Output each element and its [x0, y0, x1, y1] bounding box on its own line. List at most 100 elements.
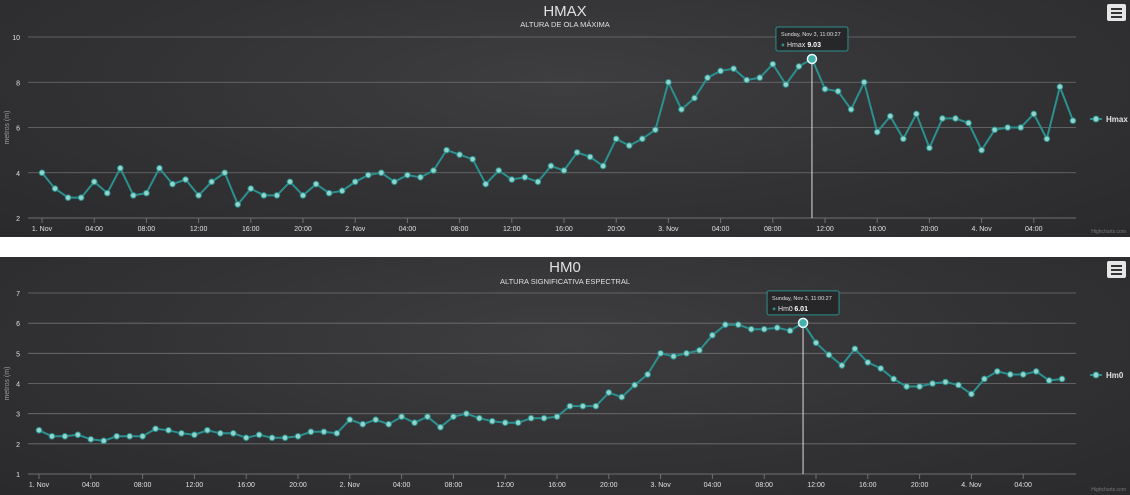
- data-point[interactable]: [877, 365, 885, 372]
- data-point[interactable]: [450, 413, 457, 420]
- data-point[interactable]: [351, 178, 359, 186]
- data-point[interactable]: [965, 119, 972, 127]
- data-point[interactable]: [90, 178, 98, 186]
- data-point[interactable]: [939, 115, 946, 122]
- data-point[interactable]: [143, 189, 150, 197]
- data-point[interactable]: [599, 162, 607, 170]
- data-point[interactable]: [696, 347, 703, 354]
- data-point[interactable]: [152, 425, 159, 433]
- data-point[interactable]: [929, 380, 936, 387]
- data-point[interactable]: [482, 180, 490, 188]
- legend-item[interactable]: Hmax: [1090, 115, 1128, 124]
- data-point[interactable]: [182, 176, 189, 183]
- data-point[interactable]: [926, 144, 933, 152]
- data-point[interactable]: [968, 390, 975, 398]
- data-point[interactable]: [229, 429, 237, 437]
- hm0-credits[interactable]: Highcharts.com: [1091, 487, 1126, 493]
- data-point[interactable]: [1032, 368, 1040, 375]
- data-point[interactable]: [456, 151, 463, 158]
- data-point[interactable]: [364, 171, 372, 179]
- data-point[interactable]: [501, 419, 509, 427]
- data-point[interactable]: [242, 434, 250, 442]
- data-point[interactable]: [217, 429, 224, 437]
- data-point[interactable]: [566, 402, 574, 410]
- hm0-menu-button[interactable]: [1107, 261, 1126, 278]
- data-point[interactable]: [87, 436, 95, 443]
- data-point[interactable]: [1019, 371, 1027, 378]
- data-point[interactable]: [722, 321, 729, 328]
- data-point[interactable]: [786, 327, 794, 335]
- data-point[interactable]: [631, 381, 639, 389]
- data-point[interactable]: [1069, 117, 1077, 125]
- data-point[interactable]: [709, 331, 716, 339]
- data-point[interactable]: [476, 414, 483, 422]
- data-point[interactable]: [359, 420, 367, 428]
- data-point[interactable]: [404, 171, 411, 179]
- data-point[interactable]: [165, 426, 172, 434]
- data-point[interactable]: [307, 428, 315, 436]
- data-point[interactable]: [994, 368, 1001, 375]
- data-point[interactable]: [665, 78, 672, 86]
- data-point[interactable]: [644, 371, 651, 378]
- data-point[interactable]: [443, 146, 450, 154]
- data-point[interactable]: [683, 350, 690, 357]
- data-point[interactable]: [372, 416, 380, 423]
- data-point[interactable]: [730, 65, 737, 72]
- data-point[interactable]: [178, 429, 185, 437]
- data-point[interactable]: [48, 432, 56, 440]
- data-point[interactable]: [605, 389, 613, 396]
- data-point[interactable]: [64, 194, 72, 201]
- data-point[interactable]: [553, 413, 561, 420]
- data-point[interactable]: [38, 169, 46, 177]
- data-point[interactable]: [1056, 83, 1064, 91]
- data-point[interactable]: [864, 359, 872, 366]
- data-point[interactable]: [847, 106, 855, 113]
- data-point[interactable]: [221, 169, 228, 177]
- data-point[interactable]: [312, 180, 320, 188]
- data-point[interactable]: [208, 178, 215, 186]
- data-point[interactable]: [1058, 375, 1066, 383]
- data-point[interactable]: [812, 339, 820, 347]
- data-point[interactable]: [508, 176, 516, 183]
- data-point[interactable]: [273, 192, 281, 199]
- data-point[interactable]: [678, 106, 685, 113]
- data-point[interactable]: [890, 375, 898, 383]
- data-point[interactable]: [903, 383, 910, 390]
- data-point[interactable]: [299, 192, 307, 199]
- data-point[interactable]: [756, 74, 764, 82]
- data-point[interactable]: [821, 85, 829, 93]
- data-point[interactable]: [191, 431, 198, 439]
- data-point[interactable]: [268, 434, 276, 442]
- data-point[interactable]: [488, 417, 496, 425]
- data-point[interactable]: [378, 169, 385, 177]
- data-point[interactable]: [169, 180, 176, 188]
- data-point[interactable]: [782, 81, 790, 88]
- data-point[interactable]: [586, 153, 594, 161]
- data-point[interactable]: [495, 167, 503, 174]
- data-point[interactable]: [955, 381, 962, 389]
- data-point[interactable]: [806, 53, 818, 65]
- hmax-menu-button[interactable]: [1107, 4, 1126, 21]
- data-point[interactable]: [560, 167, 568, 174]
- data-point[interactable]: [463, 410, 470, 417]
- data-point[interactable]: [639, 135, 646, 143]
- data-point[interactable]: [834, 88, 842, 95]
- data-point[interactable]: [886, 112, 894, 120]
- data-point[interactable]: [35, 426, 43, 434]
- data-point[interactable]: [547, 162, 555, 170]
- data-point[interactable]: [1043, 135, 1051, 143]
- data-point[interactable]: [769, 60, 777, 68]
- data-point[interactable]: [113, 432, 120, 440]
- data-point[interactable]: [657, 350, 664, 357]
- data-point[interactable]: [333, 429, 341, 437]
- data-point[interactable]: [325, 189, 333, 197]
- data-point[interactable]: [103, 189, 111, 197]
- data-point[interactable]: [838, 362, 846, 369]
- data-point[interactable]: [430, 167, 437, 174]
- data-point[interactable]: [743, 76, 751, 84]
- hmax-credits[interactable]: Highcharts.com: [1091, 229, 1126, 235]
- data-point[interactable]: [795, 63, 803, 70]
- data-point[interactable]: [117, 164, 124, 172]
- data-point[interactable]: [860, 78, 868, 86]
- data-point[interactable]: [773, 324, 781, 331]
